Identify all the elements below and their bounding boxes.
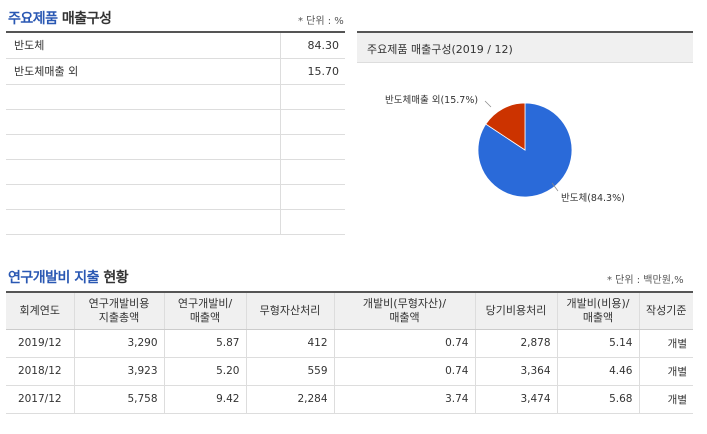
- table-row-empty: [6, 84, 345, 110]
- cell-dev-intangible-to-sales: 0.74: [334, 329, 476, 358]
- cell-expensed: 2,878: [475, 329, 558, 358]
- col-fiscal-year: 회계연도: [6, 292, 75, 330]
- rnd-table: 회계연도 연구개발비용 지출총액 연구개발비/매출액 무형자산처리 개발비(무형자…: [6, 291, 693, 414]
- pie-leader-line-main: [551, 182, 559, 192]
- cell-basis: 개별: [639, 357, 693, 386]
- pie-chart-header: 주요제품 매출구성(2019 / 12): [357, 33, 693, 63]
- products-title-highlight: 주요제품: [8, 11, 58, 27]
- cell-rnd-total: 3,290: [74, 329, 165, 358]
- table-row: 2017/12 5,758 9.42 2,284 3.74 3,474 5.68…: [6, 385, 693, 414]
- cell-year: 2017/12: [6, 385, 75, 414]
- products-title-rest: 매출구성: [61, 11, 112, 27]
- table-row: 반도체 84.30: [6, 32, 345, 59]
- cell-rnd-to-sales: 9.42: [164, 385, 247, 414]
- cell-intangible: 412: [246, 329, 335, 358]
- cell-dev-expense-to-sales: 5.14: [557, 329, 640, 358]
- cell-dev-expense-to-sales: 4.46: [557, 357, 640, 386]
- col-intangible: 무형자산처리: [246, 292, 335, 330]
- col-rnd-to-sales: 연구개발비/매출액: [164, 292, 247, 330]
- pie-label-main: 반도체(84.3%): [561, 193, 625, 204]
- products-section-title: 주요제품 매출구성: [8, 8, 112, 28]
- cell-year: 2018/12: [6, 357, 75, 386]
- cell-intangible: 2,284: [246, 385, 335, 414]
- table-row: 2018/12 3,923 5.20 559 0.74 3,364 4.46 개…: [6, 357, 693, 386]
- product-name: 반도체매출 외: [6, 58, 281, 85]
- cell-rnd-to-sales: 5.87: [164, 329, 247, 358]
- cell-dev-intangible-to-sales: 3.74: [334, 385, 476, 414]
- pie-leader-line-other: [484, 100, 492, 108]
- table-row-empty: [6, 109, 345, 135]
- rnd-title-rest: 현황: [103, 270, 129, 286]
- product-value: 84.30: [280, 32, 345, 59]
- pie-slice-other: [485, 102, 526, 151]
- rnd-header-row: 회계연도 연구개발비용 지출총액 연구개발비/매출액 무형자산처리 개발비(무형자…: [6, 292, 693, 330]
- rnd-unit: * 단위 : 백만원,%: [607, 275, 684, 286]
- cell-basis: 개별: [639, 329, 693, 358]
- cell-dev-intangible-to-sales: 0.74: [334, 357, 476, 386]
- cell-expensed: 3,474: [475, 385, 558, 414]
- table-row-empty: [6, 209, 345, 235]
- col-dev-intangible-to-sales: 개발비(무형자산)/매출액: [334, 292, 476, 330]
- products-unit: * 단위 : %: [298, 16, 344, 27]
- table-row-empty: [6, 159, 345, 185]
- col-rnd-total: 연구개발비용 지출총액: [74, 292, 165, 330]
- table-row-empty: [6, 134, 345, 160]
- product-value: 15.70: [280, 58, 345, 85]
- pie-chart-panel: 주요제품 매출구성(2019 / 12) 반도체매출 외(15.7%) 반도체(…: [357, 31, 693, 246]
- pie-label-other: 반도체매출 외(15.7%): [385, 94, 478, 106]
- cell-expensed: 3,364: [475, 357, 558, 386]
- table-row: 2019/12 3,290 5.87 412 0.74 2,878 5.14 개…: [6, 329, 693, 358]
- col-expensed: 당기비용처리: [475, 292, 558, 330]
- col-dev-expense-to-sales: 개발비(비용)/매출액: [557, 292, 640, 330]
- pie-chart: 반도체매출 외(15.7%) 반도체(84.3%): [385, 94, 625, 204]
- products-table: 반도체 84.30 반도체매출 외 15.70: [6, 31, 345, 235]
- cell-dev-expense-to-sales: 5.68: [557, 385, 640, 414]
- cell-rnd-total: 3,923: [74, 357, 165, 386]
- table-row: 반도체매출 외 15.70: [6, 58, 345, 85]
- cell-intangible: 559: [246, 357, 335, 386]
- rnd-title-highlight: 연구개발비 지출: [8, 270, 100, 286]
- cell-rnd-total: 5,758: [74, 385, 165, 414]
- product-name: 반도체: [6, 32, 281, 59]
- cell-year: 2019/12: [6, 329, 75, 358]
- cell-basis: 개별: [639, 385, 693, 414]
- table-row-empty: [6, 184, 345, 210]
- col-basis: 작성기준: [639, 292, 693, 330]
- cell-rnd-to-sales: 5.20: [164, 357, 247, 386]
- rnd-section-title: 연구개발비 지출 현황: [8, 267, 129, 287]
